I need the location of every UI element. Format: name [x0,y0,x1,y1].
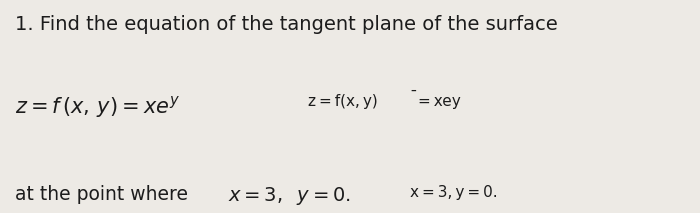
Text: ˉ: ˉ [410,89,417,104]
Text: $z = f\,(x,\,y) = xe^y$: $z = f\,(x,\,y) = xe^y$ [15,94,181,120]
Text: 1. Find the equation of the tangent plane of the surface: 1. Find the equation of the tangent plan… [15,15,558,34]
Text: z = f(x, y): z = f(x, y) [308,94,378,109]
Text: x = 3, y = 0.: x = 3, y = 0. [410,185,497,200]
Text: = xey: = xey [418,94,461,109]
Text: at the point where: at the point where [15,185,195,204]
Text: $x = 3,\;\; y = 0.$: $x = 3,\;\; y = 0.$ [228,185,351,207]
